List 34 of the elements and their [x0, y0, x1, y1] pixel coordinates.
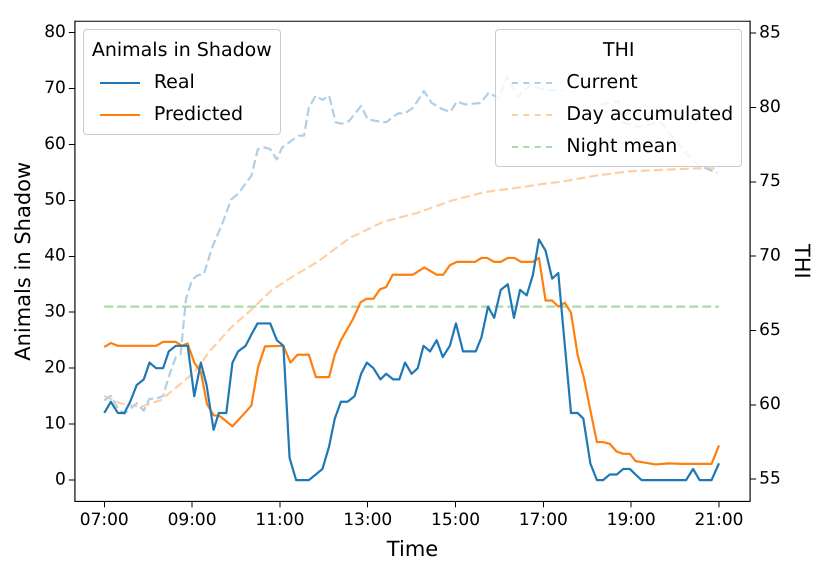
y-tick-label: 20 [44, 358, 66, 378]
y2-tick-label: 80 [759, 96, 781, 117]
x-tick-label: 13:00 [343, 510, 392, 530]
x-tick-label: 09:00 [168, 510, 217, 530]
y-axis-title: Animals in Shadow [11, 162, 36, 361]
text: THI [603, 39, 635, 62]
y2-tick-label: 70 [759, 246, 781, 266]
y-tick-label: 50 [44, 190, 66, 210]
y-tick-label: 30 [44, 302, 66, 322]
y2-axis-title: THI [790, 242, 814, 279]
y-tick-label: 0 [55, 470, 66, 490]
y-tick-label: 70 [44, 78, 66, 98]
y2-tick-label: 60 [759, 394, 781, 414]
text: Animals in Shadow [92, 39, 272, 62]
legend-label: Night mean [566, 135, 678, 158]
legend-label: Current [566, 71, 638, 94]
x-tick-label: 07:00 [80, 510, 129, 530]
y2-tick-label: 55 [759, 468, 781, 489]
x-tick-label: 17:00 [518, 510, 568, 530]
y2-tick-label: 85 [759, 22, 781, 43]
x-axis-title: Time [386, 536, 438, 561]
x-tick-label: 19:00 [606, 510, 656, 530]
y-tick-label: 10 [44, 414, 66, 434]
y-tick-label: 40 [44, 246, 66, 266]
legend-label: Predicted [154, 103, 244, 126]
y-tick-label: 60 [44, 134, 66, 154]
y2-tick-label: 75 [759, 171, 781, 192]
y2-tick-label: 65 [759, 320, 781, 340]
legend-label: Day accumulated [566, 103, 734, 126]
x-tick-label: 21:00 [694, 510, 744, 530]
legend-label: Real [154, 71, 195, 94]
y-tick-label: 80 [44, 22, 66, 42]
x-tick-label: 15:00 [431, 510, 480, 530]
x-tick-label: 11:00 [255, 510, 304, 530]
